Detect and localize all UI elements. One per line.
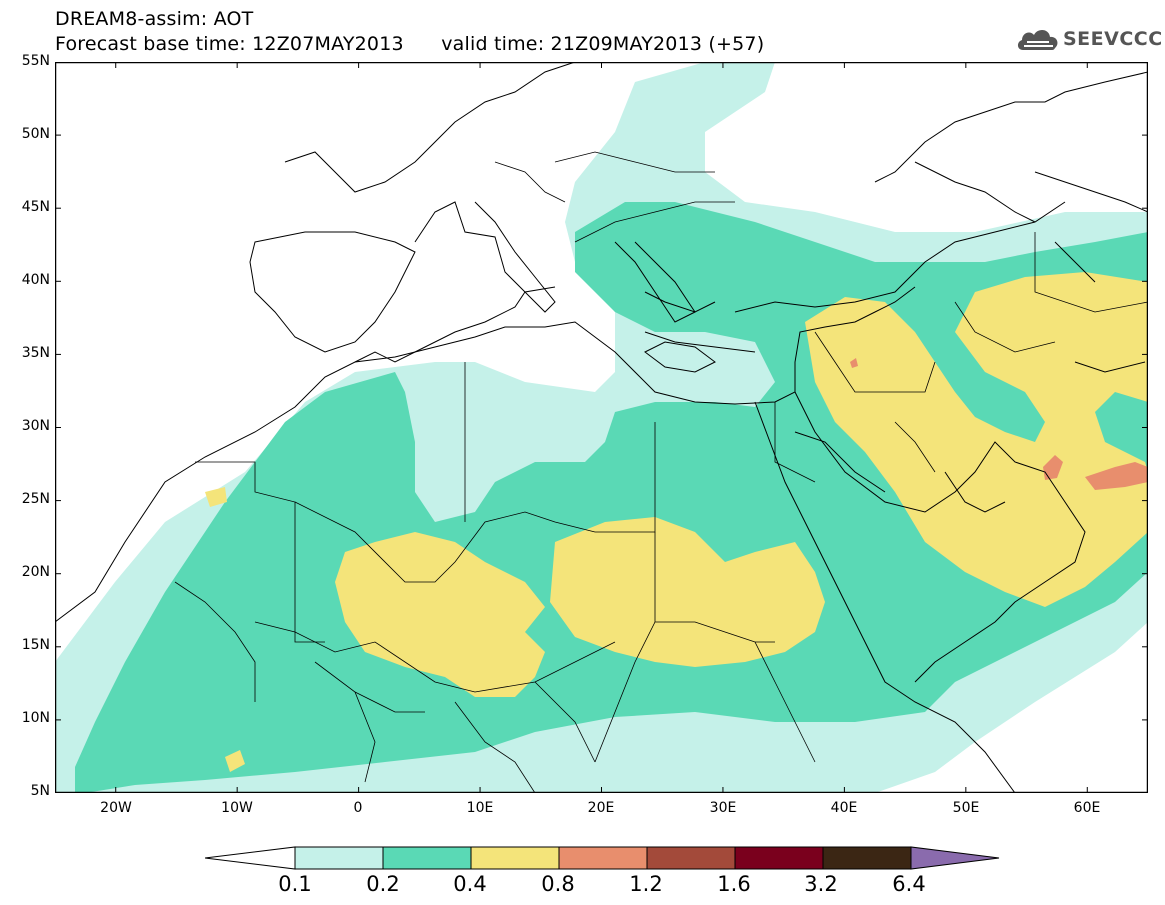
lon-label: 20W: [100, 800, 132, 816]
colorbar-swatch: [646, 846, 736, 870]
lon-label: 20E: [587, 800, 615, 816]
lon-label: 10E: [466, 800, 494, 816]
colorbar-label: 0.1: [278, 872, 312, 896]
lat-label: 30N: [21, 418, 50, 434]
lat-label: 50N: [21, 126, 50, 142]
colorbar: [204, 843, 1000, 873]
lat-label: 20N: [21, 564, 50, 580]
colorbar-label: 0.4: [453, 872, 487, 896]
colorbar-label: 0.8: [541, 872, 575, 896]
colorbar-svg: [204, 846, 1000, 870]
colorbar-swatch: [470, 846, 560, 870]
lat-label: 40N: [21, 272, 50, 288]
lon-label: 40E: [830, 800, 858, 816]
colorbar-label: 1.6: [717, 872, 751, 896]
aot-band-0-8: [850, 358, 1148, 490]
lat-label: 25N: [21, 491, 50, 507]
lat-label: 10N: [21, 710, 50, 726]
colorbar-swatch: [294, 846, 384, 870]
lon-label: 50E: [952, 800, 980, 816]
lat-label: 35N: [21, 345, 50, 361]
chart-subtitle: Forecast base time: 12Z07MAY2013 valid t…: [55, 33, 765, 55]
lon-label: 10W: [221, 800, 253, 816]
colorbar-swatch: [734, 846, 824, 870]
seevccc-logo: SEEVCCC: [1015, 24, 1162, 56]
aot-map: [54, 61, 1149, 794]
map-area: [54, 61, 1149, 794]
colorbar-label: 6.4: [892, 872, 926, 896]
lat-label: 15N: [21, 637, 50, 653]
cloud-logo-icon: [1017, 29, 1058, 50]
colorbar-swatch: [558, 846, 648, 870]
chart-title: DREAM8-assim: AOT: [55, 8, 254, 30]
colorbar-label: 1.2: [629, 872, 663, 896]
colorbar-max-arrow: [910, 846, 1000, 870]
colorbar-min-arrow: [204, 846, 296, 870]
lat-label: 55N: [21, 53, 50, 69]
lon-label: 30E: [709, 800, 737, 816]
colorbar-swatch: [822, 846, 912, 870]
lon-label: 60E: [1073, 800, 1101, 816]
coastlines: [54, 61, 1149, 794]
lat-label: 5N: [30, 783, 50, 799]
colorbar-label: 3.2: [804, 872, 838, 896]
lon-label: 0: [353, 800, 363, 816]
lat-label: 45N: [21, 199, 50, 215]
colorbar-label: 0.2: [366, 872, 400, 896]
colorbar-swatch: [382, 846, 472, 870]
country-borders: [174, 151, 1149, 794]
aot-band-0-4: [205, 272, 1148, 772]
logo-text: SEEVCCC: [1063, 28, 1163, 50]
tick-marks: [55, 62, 1148, 793]
